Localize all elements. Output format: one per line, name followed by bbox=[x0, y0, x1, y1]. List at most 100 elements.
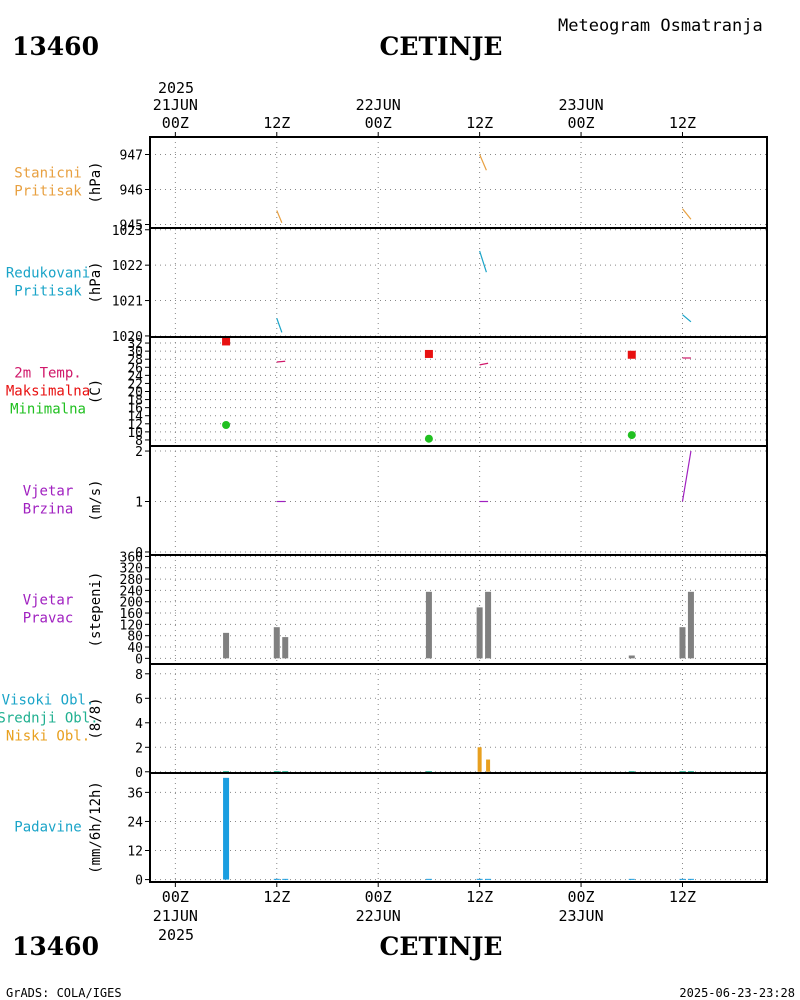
y-tick-label: 40 bbox=[127, 641, 143, 656]
y-tick-label: 0 bbox=[135, 546, 143, 561]
max-temp-marker bbox=[424, 349, 433, 358]
y-tick-label: 30 bbox=[127, 345, 143, 360]
top-hour-label: 00Z bbox=[365, 114, 392, 132]
bar bbox=[628, 655, 635, 659]
year-label-top: 2025 bbox=[158, 79, 194, 97]
y-tick-label: 0 bbox=[135, 766, 143, 781]
bottom-hour-label: 12Z bbox=[669, 888, 696, 906]
y-tick-label: 24 bbox=[127, 815, 143, 830]
y-axis-label: (8/8) bbox=[88, 697, 104, 739]
low-cloud-bar bbox=[477, 747, 482, 772]
series-segment bbox=[479, 250, 487, 273]
bar bbox=[273, 878, 280, 880]
station-id-bottom: 13460 bbox=[12, 932, 99, 961]
min-temp-marker bbox=[222, 421, 231, 430]
y-tick-label: 280 bbox=[120, 573, 143, 588]
y-tick-label: 10 bbox=[127, 426, 143, 441]
y-tick-label: 360 bbox=[120, 550, 143, 565]
station-id-top: 13460 bbox=[12, 32, 99, 61]
panel-title-line: Pravac bbox=[23, 611, 74, 627]
low-cloud-bar bbox=[486, 759, 491, 772]
y-tick-label: 945 bbox=[120, 219, 143, 234]
bar bbox=[425, 878, 432, 880]
y-tick-label: 160 bbox=[120, 607, 143, 622]
panel-title-line: 2m Temp. bbox=[14, 366, 81, 382]
y-tick-label: 200 bbox=[120, 596, 143, 611]
y-tick-label: 1021 bbox=[112, 295, 143, 310]
panel-title-line: Pritisak bbox=[14, 184, 82, 200]
bottom-date-label: 23JUN bbox=[558, 907, 603, 925]
y-tick-label: 4 bbox=[135, 717, 143, 732]
bottom-date-label: 22JUN bbox=[356, 907, 401, 925]
y-tick-label: 1020 bbox=[112, 330, 143, 345]
y-axis-label: (stepeni) bbox=[88, 572, 104, 648]
panel-frame bbox=[149, 554, 768, 665]
panels: 945946947(hPa)StanicniPritisak1020102110… bbox=[0, 136, 768, 889]
series-segment bbox=[276, 318, 283, 333]
bar bbox=[282, 637, 289, 659]
y-tick-label: 946 bbox=[120, 184, 143, 199]
y-tick-label: 120 bbox=[120, 618, 143, 633]
max-temp-marker bbox=[627, 350, 636, 359]
panel-6: 0 12 24 36 (mm/6h/12h) Padavine bbox=[14, 772, 768, 889]
panel-frame bbox=[149, 663, 768, 774]
panel-frame bbox=[149, 445, 768, 556]
series-segment bbox=[276, 210, 283, 223]
top-date-label: 23JUN bbox=[558, 96, 603, 114]
min-temp-marker bbox=[424, 434, 433, 443]
panel-5: 0 2 4 6 8 (8/8)Visoki Obl. Srednji Obl. Niski O… bbox=[0, 663, 768, 781]
y-tick-label: 2 bbox=[135, 741, 143, 756]
panel-title-line: Vjetar bbox=[23, 484, 74, 500]
year-label-bottom: 2025 bbox=[158, 926, 194, 944]
top-hour-label: 12Z bbox=[263, 114, 290, 132]
y-tick-label: 24 bbox=[127, 369, 143, 384]
panel-title-line: Brzina bbox=[23, 502, 74, 518]
temperature-segment bbox=[276, 360, 286, 363]
top-hour-label: 00Z bbox=[162, 114, 189, 132]
bar bbox=[687, 591, 694, 659]
min-temp-marker bbox=[627, 431, 636, 440]
bar bbox=[628, 878, 635, 880]
y-tick-label: 32 bbox=[127, 337, 143, 352]
y-tick-label: 12 bbox=[127, 418, 143, 433]
panel-1: 1020 1021 1022 1023 (hPa)Redukovani Pritisak bbox=[6, 224, 768, 345]
y-tick-label: 20 bbox=[127, 386, 143, 401]
bottom-hour-label: 12Z bbox=[466, 888, 493, 906]
y-tick-label: 2 bbox=[135, 445, 143, 460]
bar bbox=[223, 632, 230, 659]
y-tick-label: 14 bbox=[127, 410, 143, 425]
y-tick-label: 1022 bbox=[112, 259, 143, 274]
bar bbox=[485, 591, 492, 659]
station-name-top: CETINJE bbox=[380, 32, 503, 61]
y-axis-label: (hPa) bbox=[88, 161, 104, 203]
bar bbox=[687, 878, 694, 880]
bottom-date-label: 21JUN bbox=[153, 907, 198, 925]
series-segment bbox=[682, 314, 692, 323]
y-tick-label: 947 bbox=[120, 149, 143, 164]
product-title: Meteogram Osmatranja bbox=[558, 16, 763, 36]
series-segment bbox=[682, 208, 692, 220]
top-date-label: 21JUN bbox=[153, 96, 198, 114]
series-segment bbox=[681, 450, 692, 502]
bar bbox=[485, 878, 492, 880]
bar bbox=[679, 627, 686, 659]
credit-label: GrADS: COLA/IGES bbox=[6, 986, 122, 1000]
y-tick-label: 18 bbox=[127, 394, 143, 409]
bar bbox=[476, 607, 483, 659]
station-name-bottom: CETINJE bbox=[380, 932, 503, 961]
y-tick-label: 12 bbox=[127, 845, 143, 860]
panel-title-line: Maksimalna bbox=[6, 384, 90, 400]
panel-title-line: Pritisak bbox=[14, 284, 82, 300]
y-tick-label: 1023 bbox=[112, 224, 143, 239]
bottom-hour-label: 00Z bbox=[568, 888, 595, 906]
bottom-hour-label: 00Z bbox=[162, 888, 189, 906]
top-hour-label: 00Z bbox=[568, 114, 595, 132]
y-tick-label: 6 bbox=[135, 692, 143, 707]
y-tick-label: 8 bbox=[135, 434, 143, 449]
panel-title-line: Redukovani bbox=[6, 266, 90, 282]
